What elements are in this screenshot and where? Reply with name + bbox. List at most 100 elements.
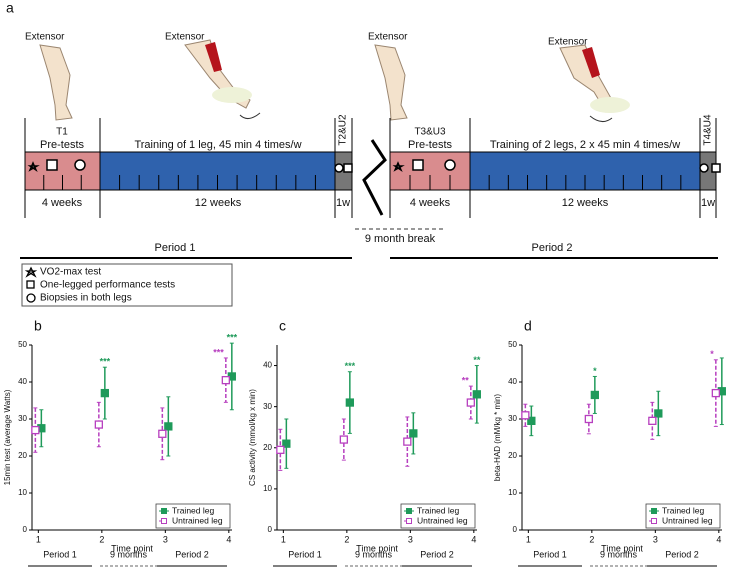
symbol-legend xyxy=(21,263,233,307)
y-tick-label: 20 xyxy=(263,443,272,452)
y-tick-label: 0 xyxy=(513,525,518,534)
timepoint-label: T1 xyxy=(56,127,68,138)
duration-label: 4 weeks xyxy=(42,197,83,209)
x-tick-label: 1 xyxy=(526,534,531,544)
data-point xyxy=(711,388,720,398)
x-tick-label: 2 xyxy=(344,534,349,544)
significance-label: *** xyxy=(345,361,356,371)
significance-label: *** xyxy=(213,347,224,357)
data-point xyxy=(527,416,536,426)
legend-box xyxy=(400,503,476,529)
x-tick-label: 1 xyxy=(281,534,286,544)
x-tick-label: 3 xyxy=(408,534,413,544)
y-tick-label: 40 xyxy=(263,361,272,370)
phase-label: Training of 2 legs, 2 x 45 min 4 times/w xyxy=(490,139,680,151)
timeline xyxy=(24,118,721,218)
y-tick-label: 10 xyxy=(18,488,27,497)
legend-marker xyxy=(406,518,412,524)
timepoint-label: T2&U2 xyxy=(338,114,349,146)
data-point xyxy=(94,420,103,429)
legend-marker xyxy=(406,508,412,514)
significance-label: * xyxy=(593,366,597,376)
legend-label: Untrained leg xyxy=(662,515,713,525)
duration-label: 1w xyxy=(701,197,715,209)
data-point xyxy=(31,425,40,435)
data-point xyxy=(276,445,285,454)
phase-label: Pre-tests xyxy=(40,139,85,151)
data-point xyxy=(164,422,173,431)
duration-label: 12 weeks xyxy=(562,197,609,209)
data-point xyxy=(584,414,593,424)
x-tick-label: 4 xyxy=(716,534,721,544)
y-tick-label: 40 xyxy=(18,377,27,386)
period-label: Period 1 xyxy=(533,549,567,559)
significance-label: *** xyxy=(227,333,238,343)
x-tick-label: 1 xyxy=(36,534,41,544)
y-tick-label: 0 xyxy=(268,525,273,534)
significance-label: *** xyxy=(100,357,111,367)
legend-label: Trained leg xyxy=(417,505,459,515)
legend-marker xyxy=(651,518,657,524)
data-point xyxy=(221,375,230,385)
y-tick-label: 10 xyxy=(263,484,272,493)
data-point xyxy=(466,398,475,407)
period-label: Period 1 xyxy=(43,549,77,559)
leg-illustrations xyxy=(39,39,630,122)
legend-label: Trained leg xyxy=(172,505,214,515)
phase-label: Pre-tests xyxy=(408,139,453,151)
legend-label: VO2-max test xyxy=(40,267,101,278)
legend-label: Trained leg xyxy=(662,505,704,515)
timepoint-label: T4&U4 xyxy=(703,114,714,146)
y-axis-label: CS activity (mmol/kg x min) xyxy=(248,389,257,486)
legend-label: Untrained leg xyxy=(417,515,468,525)
muscle-label: Extensor xyxy=(548,37,588,48)
muscle-label: Extensor xyxy=(25,32,65,43)
x-axis-label: Time point xyxy=(356,543,398,553)
period-label: Period 1 xyxy=(288,549,322,559)
significance-label: ** xyxy=(473,355,481,365)
period-label: Period 2 xyxy=(665,549,699,559)
timepoint-label: T3&U3 xyxy=(414,127,446,138)
data-point xyxy=(158,429,167,438)
y-tick-label: 20 xyxy=(508,451,517,460)
panel-label: c xyxy=(279,318,286,334)
x-tick-label: 2 xyxy=(589,534,594,544)
data-point xyxy=(409,429,418,438)
period-label: Period 2 xyxy=(175,549,209,559)
legend-label: Biopsies in both legs xyxy=(40,293,132,304)
duration-label: 1w xyxy=(336,197,350,209)
data-point xyxy=(339,435,348,444)
data-point xyxy=(403,437,412,446)
data-point xyxy=(345,398,354,407)
x-axis-label: Time point xyxy=(601,543,643,553)
muscle-label: Extensor xyxy=(165,32,205,43)
period-label: Period 1 xyxy=(155,242,196,254)
duration-label: 4 weeks xyxy=(410,197,451,209)
data-point xyxy=(282,439,291,448)
data-point xyxy=(100,388,109,398)
y-tick-label: 30 xyxy=(18,414,27,423)
data-point xyxy=(648,416,657,426)
panel-label: a xyxy=(6,0,14,16)
legend-label: Untrained leg xyxy=(172,515,223,525)
x-tick-label: 4 xyxy=(471,534,476,544)
duration-label: 12 weeks xyxy=(195,197,242,209)
significance-label: ** xyxy=(462,375,470,385)
y-axis-label: 15min test (average Watts) xyxy=(3,389,12,485)
y-tick-label: 20 xyxy=(18,451,27,460)
panel-label: d xyxy=(524,318,532,334)
x-tick-label: 2 xyxy=(99,534,104,544)
period-label: Period 2 xyxy=(532,242,573,254)
legend-marker xyxy=(161,518,167,524)
y-tick-label: 30 xyxy=(263,402,272,411)
y-tick-label: 10 xyxy=(508,488,517,497)
x-tick-label: 3 xyxy=(653,534,658,544)
y-tick-label: 50 xyxy=(508,340,517,349)
period-label: 9 months xyxy=(355,549,393,559)
y-tick-label: 50 xyxy=(18,340,27,349)
phase-label: Training of 1 leg, 45 min 4 times/w xyxy=(134,139,301,151)
y-tick-label: 30 xyxy=(508,414,517,423)
significance-label: * xyxy=(710,349,714,359)
data-point xyxy=(654,409,663,418)
